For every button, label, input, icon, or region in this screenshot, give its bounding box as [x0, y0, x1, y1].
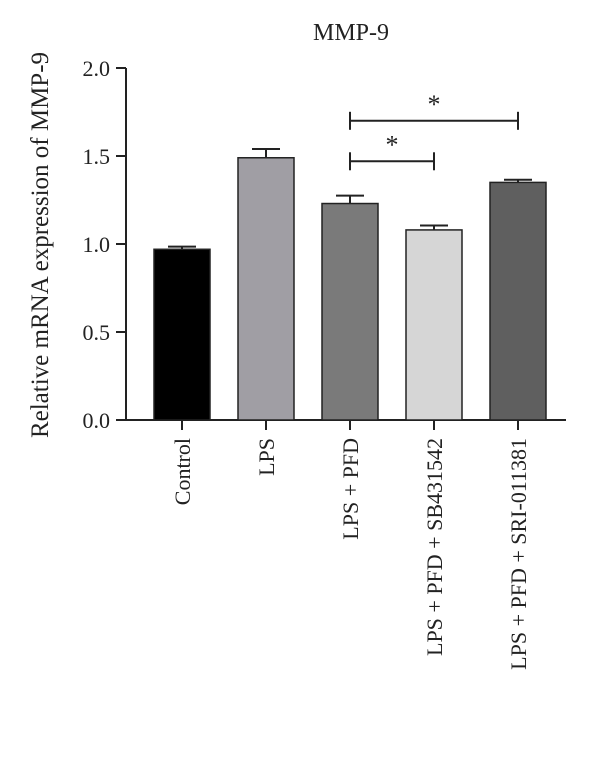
y-tick-label: 1.0: [83, 232, 111, 257]
y-tick-label: 0.5: [83, 320, 111, 345]
bar-4: [405, 229, 463, 421]
x-tick-label: LPS + PFD: [338, 438, 363, 540]
x-tick-label: LPS + PFD + SRI-011381: [506, 438, 531, 670]
bar-1: [153, 248, 211, 421]
significance-star: *: [428, 90, 441, 119]
x-tick-labels: Control LPS LPS + PFD LPS + PFD + SB431542 L…: [170, 438, 531, 670]
chart-title: MMP-9: [313, 20, 389, 46]
x-tick-label: LPS + PFD + SB431542: [422, 438, 447, 656]
bars: [153, 157, 547, 421]
x-tick-label: Control: [170, 438, 195, 505]
significance-brackets: **: [349, 90, 519, 171]
y-tick-label: 0.0: [83, 408, 111, 433]
y-tick-label: 2.0: [83, 56, 111, 81]
bar-2: [237, 157, 295, 421]
y-tick-label: 1.5: [83, 144, 111, 169]
error-bars: [168, 147, 532, 250]
bar-3: [321, 202, 379, 421]
bar-5: [489, 181, 547, 421]
significance-star: *: [386, 130, 399, 159]
y-axis-label: Relative mRNA expression of MMP-9: [27, 52, 54, 438]
x-tick-label: LPS: [254, 438, 279, 476]
